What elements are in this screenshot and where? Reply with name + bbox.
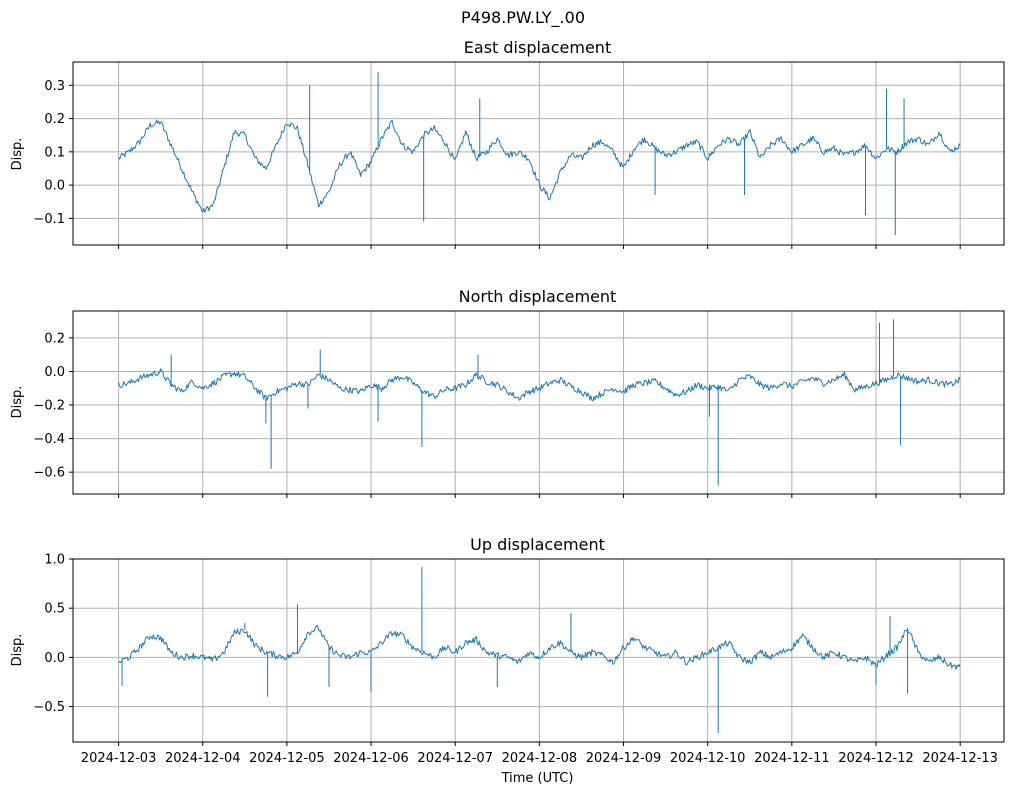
x-tick-label: 2024-12-08 — [502, 751, 578, 766]
figure-title: P498.PW.LY_.00 — [461, 8, 585, 28]
x-tick-label: 2024-12-03 — [81, 751, 157, 766]
x-tick-label: 2024-12-06 — [333, 751, 409, 766]
y-tick-label: 0.5 — [44, 602, 65, 617]
panel-north: North displacement Disp. −0.6 −0.4 −0.2 0.0… — [10, 287, 1005, 498]
y-tick-label: 1.0 — [44, 553, 65, 568]
panel-title-north: North displacement — [459, 287, 617, 306]
y-tick-label: 0.2 — [44, 331, 65, 346]
y-tick-label: 0.0 — [44, 651, 65, 666]
y-tick-label: 0.0 — [44, 365, 65, 380]
ylabel-north: Disp. — [10, 386, 25, 419]
axes-frame — [72, 310, 1005, 495]
y-tick-label: −0.6 — [33, 466, 65, 481]
x-tick-label: 2024-12-11 — [754, 751, 830, 766]
y-tick-label: −0.5 — [33, 700, 65, 715]
data-line — [118, 368, 961, 402]
data-line — [118, 625, 961, 670]
y-tick-label: 0.3 — [44, 79, 65, 94]
y-tick-label: −0.4 — [33, 432, 65, 447]
x-tick-label: 2024-12-05 — [249, 751, 325, 766]
panel-east: East displacement Disp. −0.1 0.0 0.1 0.2 0.3 — [10, 38, 1005, 249]
x-tick-label: 2024-12-04 — [165, 751, 241, 766]
x-tick-label: 2024-12-10 — [670, 751, 746, 766]
x-tick-label: 2024-12-12 — [838, 751, 914, 766]
y-tick-label: 0.0 — [44, 179, 65, 194]
panel-up: Up displacement Disp. −0.5 0.0 0.5 1.0 2024-… — [10, 535, 1005, 766]
axes-frame — [72, 61, 1005, 246]
y-tick-label: 0.2 — [44, 112, 65, 127]
x-tick-label: 2024-12-07 — [417, 751, 493, 766]
y-tick-label: −0.2 — [33, 399, 65, 414]
y-tick-label: −0.1 — [33, 212, 65, 227]
axes-frame — [72, 558, 1005, 743]
ylabel-up: Disp. — [10, 634, 25, 667]
x-tick-label: 2024-12-09 — [586, 751, 662, 766]
plot-area-north: −0.6 −0.4 −0.2 0.0 0.2 — [33, 310, 1005, 498]
panel-title-up: Up displacement — [470, 535, 605, 554]
y-tick-label: 0.1 — [44, 145, 65, 160]
x-axis-label: Time (UTC) — [501, 771, 574, 786]
plot-area-east: −0.1 0.0 0.1 0.2 0.3 — [33, 61, 1005, 249]
plot-area-up: −0.5 0.0 0.5 1.0 2024-12-03 2024-12-04 2024-12… — [33, 553, 1005, 766]
panel-title-east: East displacement — [464, 38, 611, 57]
data-line — [118, 119, 961, 213]
x-tick-label: 2024-12-13 — [922, 751, 998, 766]
ylabel-east: Disp. — [10, 138, 25, 171]
